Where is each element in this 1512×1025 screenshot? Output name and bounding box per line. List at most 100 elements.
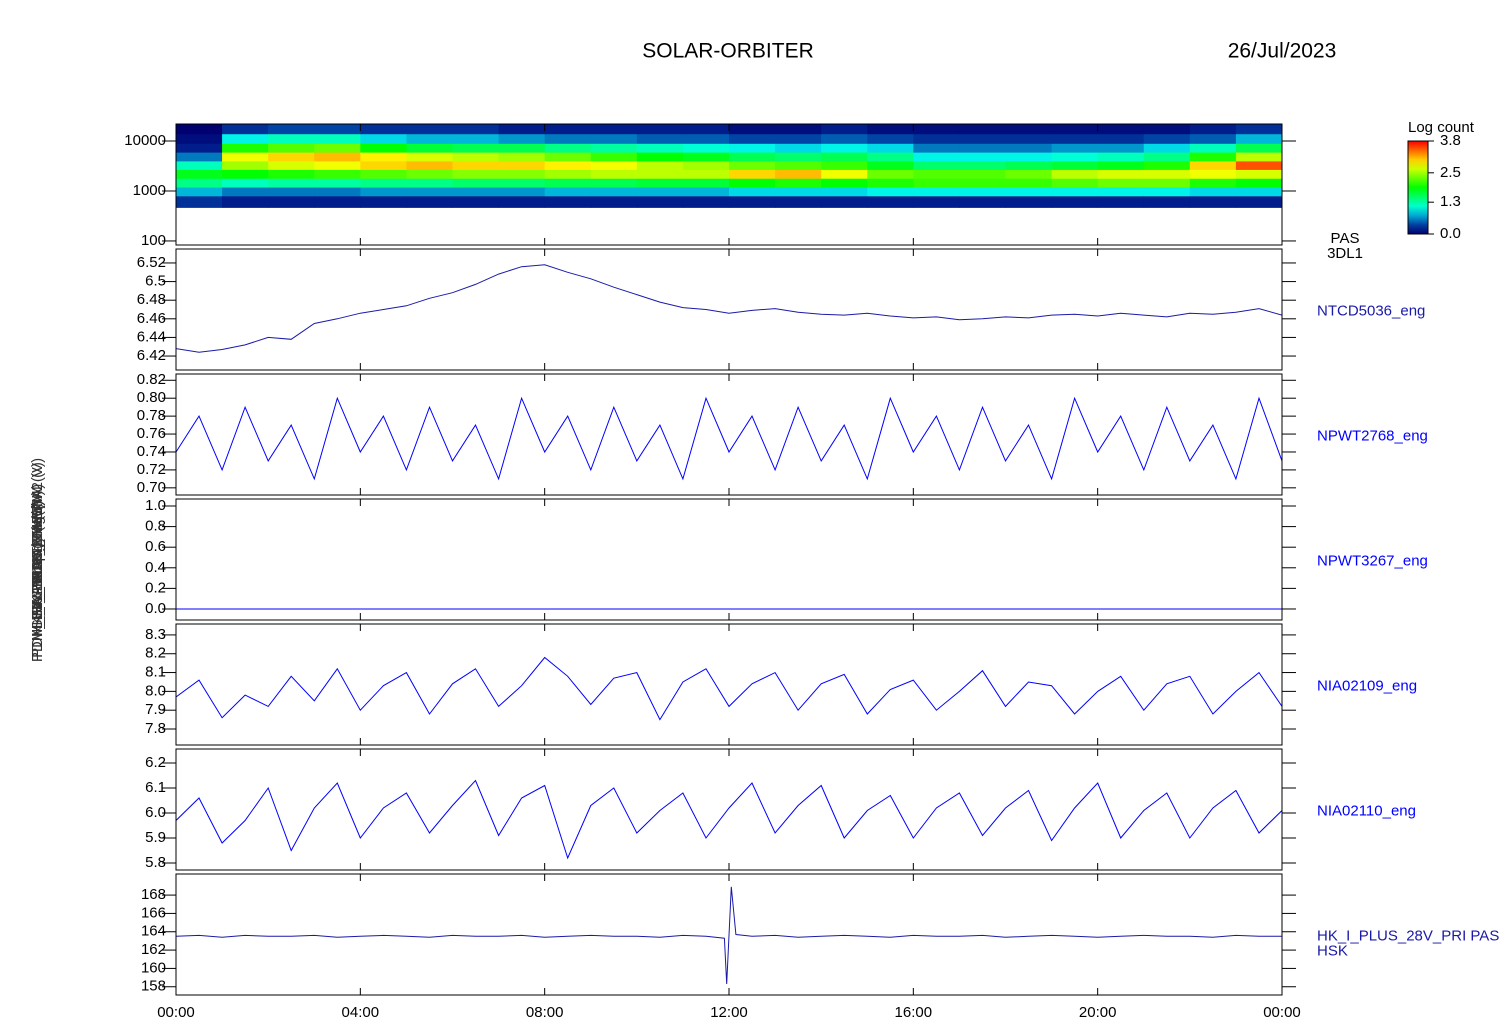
heatmap-cell [1005, 187, 1053, 197]
heatmap-cell [1097, 178, 1145, 188]
heatmap-cell [1189, 143, 1237, 153]
heatmap-cell [498, 169, 546, 179]
heatmap-cell [636, 169, 684, 179]
heatmap-cell [498, 195, 546, 208]
y-tick-label: 5.9 [145, 829, 166, 846]
heatmap-cell [636, 178, 684, 188]
y-tick-label: 6.44 [137, 328, 166, 345]
y-tick-label: 0.80 [137, 389, 166, 406]
heatmap-cell [498, 152, 546, 162]
heatmap-cell [268, 195, 315, 208]
heatmap-cell [775, 124, 822, 135]
heatmap-cell [314, 178, 361, 188]
y-tick-label: 6.0 [145, 804, 166, 821]
heatmap-cell [268, 133, 315, 144]
heatmap-cell [314, 124, 361, 135]
heatmap-cell [1143, 187, 1191, 197]
y-tick-label: 6.1 [145, 779, 166, 796]
heatmap-cell [867, 178, 914, 188]
heatmap-cell [729, 187, 776, 197]
heatmap-cell [821, 152, 868, 162]
heatmap-cell [1005, 143, 1053, 153]
series-label: NTCD5036_eng [1317, 302, 1425, 319]
heatmap-cell [1189, 152, 1237, 162]
y-axis-label: SWA-EAS-HV (V) [29, 501, 46, 620]
heatmap-cell [1189, 187, 1237, 197]
heatmap-cell [1235, 124, 1283, 135]
y-axis-label: PDM_HK_IMON_THERM2 (V) [29, 458, 46, 662]
heatmap-cell [544, 160, 592, 170]
heatmap-cell [1143, 152, 1191, 162]
date: 26/Jul/2023 [1228, 40, 1337, 63]
heatmap-cell [821, 169, 868, 179]
y-axis-label: SWA-EAS-TEMP (V) [29, 490, 46, 629]
x-tick-label: 16:00 [895, 1004, 933, 1020]
heatmap-cell [775, 160, 822, 170]
heatmap-cell [913, 152, 960, 162]
y-tick-label: 0.6 [145, 538, 166, 555]
heatmap-cell [867, 169, 914, 179]
heatmap-cell [1005, 133, 1053, 144]
y-tick-label: 160 [141, 959, 166, 976]
x-tick-label: 12:00 [710, 1004, 748, 1020]
heatmap-cell [1235, 187, 1283, 197]
heatmap-cell [682, 160, 730, 170]
heatmap-cell [1051, 178, 1099, 188]
heatmap-cell [867, 152, 914, 162]
heatmap-cell [1143, 133, 1191, 144]
heatmap-cell [268, 169, 315, 179]
heatmap-cell [867, 124, 914, 135]
heatmap-cell [821, 133, 868, 144]
heatmap-cell [1189, 195, 1237, 208]
y-tick-label: 0.72 [137, 461, 166, 478]
heatmap-cell [913, 178, 960, 188]
heatmap-cell [1051, 169, 1099, 179]
heatmap-cell [176, 133, 223, 144]
panel-frame [175, 373, 1283, 496]
heatmap-cell [314, 143, 361, 153]
heatmap-cell [268, 160, 315, 170]
heatmap-cell [959, 187, 1006, 197]
heatmap-cell [544, 133, 592, 144]
heatmap-cell [682, 169, 730, 179]
heatmap-cell [544, 187, 592, 197]
heatmap-cell [636, 160, 684, 170]
heatmap-cell [590, 133, 638, 144]
heatmap-cell [1051, 195, 1099, 208]
heatmap-cell [406, 195, 453, 208]
y-tick-label: 10000 [124, 132, 166, 149]
y-tick-label: 0.74 [137, 443, 166, 460]
heatmap-cell [314, 160, 361, 170]
heatmap-cell [176, 178, 223, 188]
line-series [176, 396, 1282, 481]
heatmap-cell [682, 195, 730, 208]
heatmap-cell [1051, 133, 1099, 144]
heatmap-cell [1189, 124, 1237, 135]
heatmap-cell [959, 178, 1006, 188]
heatmap-cell [682, 143, 730, 153]
heatmap-cell [959, 195, 1006, 208]
y-axis-label: HK_I_PLUS_28V (mA) [29, 484, 46, 637]
title: SOLAR-ORBITER [642, 40, 814, 63]
heatmap-cell [1235, 169, 1283, 179]
heatmap-cell [1005, 178, 1053, 188]
heatmap-cell [821, 178, 868, 188]
y-axis-label: PDM_HK_IMON_THERM (V) [29, 462, 46, 658]
heatmap-cell [1189, 160, 1237, 170]
heatmap-cell [360, 178, 407, 188]
colorbar-tick-label: 2.5 [1440, 164, 1461, 181]
heatmap-cell [1235, 143, 1283, 153]
heatmap-cell [775, 169, 822, 179]
heatmap-cell [590, 195, 638, 208]
y-tick-label: 7.8 [145, 720, 166, 737]
heatmap-cell [775, 152, 822, 162]
heatmap-cell [1235, 195, 1283, 208]
heatmap-cell [867, 187, 914, 197]
x-tick-label: 04:00 [342, 1004, 380, 1020]
heatmap-cell [452, 169, 500, 179]
line-series [176, 264, 1282, 353]
heatmap-cell [913, 133, 960, 144]
y-tick-label: 1.0 [145, 497, 166, 514]
